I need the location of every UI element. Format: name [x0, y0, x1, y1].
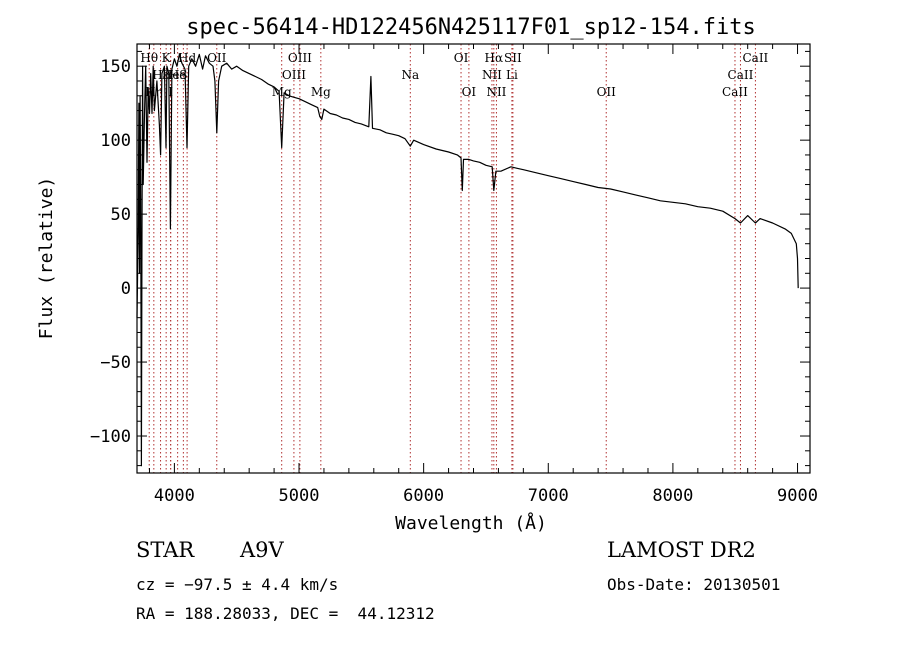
y-tick-label: 100	[100, 131, 131, 151]
y-tick-label: −100	[90, 427, 131, 447]
y-axis: −100 −50 0 50 100 150	[90, 50, 810, 467]
x-axis: 4000 5000 6000 7000 8000 9000	[148, 44, 818, 506]
x-axis-title: Wavelength (Å)	[395, 512, 547, 534]
line-marker-label: NII	[486, 85, 506, 99]
plot-frame	[136, 43, 811, 474]
line-marker-label: OI	[462, 85, 477, 99]
y-tick-label: 50	[111, 205, 131, 225]
line-marker-label: CaII	[728, 68, 754, 82]
line-marker-label: SII	[504, 51, 522, 65]
line-marker-label: K	[162, 51, 172, 65]
obs-date-text: Obs-Date: 20130501	[607, 575, 781, 594]
coordinates-text: RA = 188.28033, DEC = 44.12312	[136, 604, 435, 623]
line-marker-label: CaII	[722, 85, 748, 99]
line-marker-label: CaII	[742, 51, 768, 65]
line-marker-label: S	[179, 68, 187, 82]
line-marker-label: Mg	[311, 85, 331, 99]
line-marker-label: OII	[207, 51, 227, 65]
redshift-text: cz = −97.5 ± 4.4 km/s	[136, 575, 339, 594]
spectrum-series	[136, 53, 799, 467]
survey-name: LAMOST DR2	[607, 538, 756, 562]
line-marker-label: Hd	[178, 51, 196, 65]
x-tick-label: 6000	[403, 486, 444, 506]
line-marker-label: OIII	[288, 51, 312, 65]
line-marker-label: OIII	[282, 68, 306, 82]
y-tick-label: 150	[100, 57, 131, 77]
x-tick-label: 8000	[652, 486, 693, 506]
line-marker-label: Na	[401, 68, 419, 82]
x-tick-label: 5000	[279, 486, 320, 506]
line-marker-label: NII	[482, 68, 502, 82]
line-marker-label: Li	[506, 68, 518, 82]
y-axis-title: Flux (relative)	[36, 177, 57, 340]
object-class: STAR	[136, 538, 195, 562]
spectral-line-markers	[148, 44, 756, 473]
x-tick-label: 4000	[154, 486, 195, 506]
line-marker-label: He	[169, 68, 187, 82]
x-tick-label: 7000	[528, 486, 569, 506]
x-tick-label: 9000	[777, 486, 818, 506]
line-marker-label: Hα	[485, 51, 504, 65]
y-tick-label: −50	[100, 353, 131, 373]
object-subclass: A9V	[240, 538, 284, 562]
y-tick-label: 0	[121, 279, 131, 299]
line-marker-label: I	[168, 85, 173, 99]
chart-title: spec-56414-HD122456N425117F01_sp12-154.f…	[186, 15, 756, 40]
line-marker-label: OI	[454, 51, 469, 65]
spectrum-line	[136, 53, 799, 467]
line-marker-label: OII	[597, 85, 617, 99]
line-marker-label: Hθ	[140, 51, 158, 65]
